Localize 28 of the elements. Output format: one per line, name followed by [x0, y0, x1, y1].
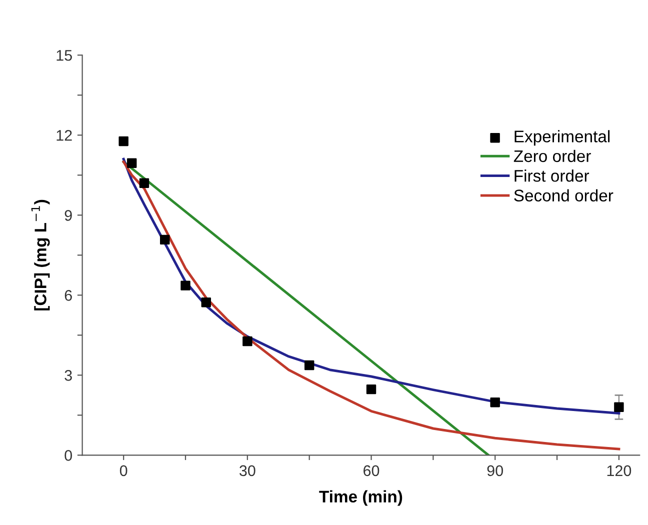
point — [180, 280, 190, 290]
point — [242, 336, 252, 346]
point — [304, 360, 314, 370]
x-tick-label: 30 — [240, 465, 256, 476]
point — [139, 178, 150, 188]
point — [490, 398, 500, 408]
x-tick-label: 90 — [487, 465, 503, 476]
point — [366, 384, 376, 394]
point — [201, 297, 211, 308]
point — [118, 136, 128, 146]
point — [614, 402, 624, 412]
legend-label: Second order — [514, 189, 614, 202]
y-tick-label: 3 — [64, 370, 72, 381]
legend-label: Experimental — [514, 130, 610, 146]
x-tick-label: 0 — [120, 465, 128, 476]
point — [126, 158, 137, 168]
legend-label: Zero order — [514, 150, 591, 162]
y-tick-label: 9 — [64, 210, 72, 221]
x-tick-label: 60 — [364, 465, 380, 476]
x-tick-label: 120 — [607, 465, 632, 476]
legend-label: First order — [514, 170, 590, 182]
x-axis-title: Time (min) — [319, 490, 402, 506]
point — [160, 234, 170, 245]
y-tick-label: 15 — [56, 50, 72, 61]
y-axis-title: [CIP] (mg L$^{−1}$) — [31, 200, 50, 310]
y-tick-label: 0 — [64, 450, 72, 461]
y-tick-label: 12 — [56, 130, 72, 141]
y-tick-label: 6 — [64, 290, 72, 301]
